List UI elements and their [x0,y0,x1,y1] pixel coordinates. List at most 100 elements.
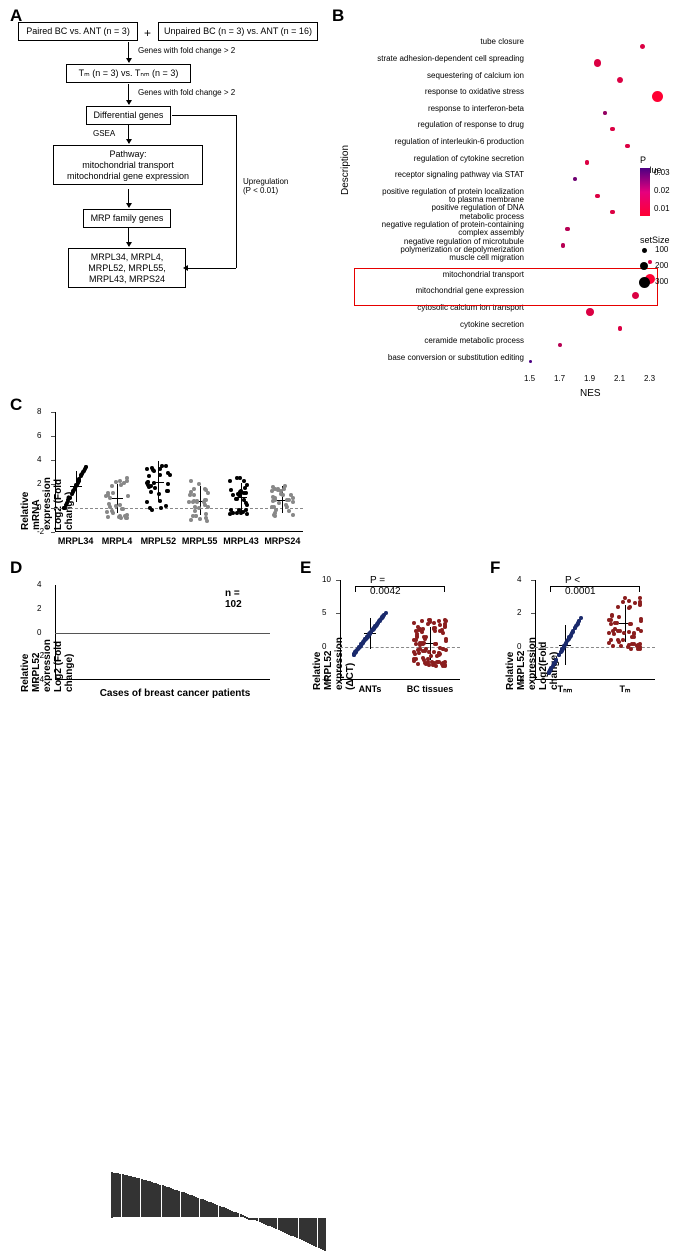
data-point [147,474,151,478]
b-category-label: ceramide metabolic process [354,337,524,345]
data-point [567,637,571,641]
data-point [285,498,289,502]
data-point [629,622,633,626]
data-point [434,642,438,646]
data-point [70,492,74,496]
label-fc1: Genes with fold change > 2 [138,46,235,55]
b-dot [561,243,565,247]
data-point [243,486,247,490]
ytick: 10 [322,575,331,584]
xcat-label: MRPL43 [220,536,261,546]
ytick: 0 [322,642,326,651]
b-xtick: 1.9 [584,374,595,383]
b-category-label: tube closure [354,38,524,46]
data-point [623,596,627,600]
b-category-label: regulation of cytokine secretion [354,155,524,163]
b-xtick: 1.7 [554,374,565,383]
panel-e-label: E [300,558,311,578]
b-highlight [354,268,658,305]
data-point [368,632,372,636]
data-point [270,505,274,509]
panel-c-label: C [10,395,22,415]
data-point [192,493,196,497]
data-point [242,498,246,502]
data-point [118,479,122,483]
data-point [188,493,192,497]
ytick: 4 [517,575,521,584]
data-point [636,627,640,631]
xcat-label: Tₙₘ [535,684,595,695]
pathway-title: Pathway: [58,149,198,160]
data-point [429,654,433,658]
pval-stop: 0.03 [654,168,670,177]
panel-d-label: D [10,558,22,578]
ytick: 6 [37,431,41,440]
pval-gradient [640,168,650,216]
b-category-label: positive regulation of DNA metabolic pro… [354,204,524,221]
arrow [128,228,129,246]
b-category-label: cytokine secretion [354,321,524,329]
f-pval: P < 0.0001 [565,575,596,597]
b-category-label: receptor signaling pathway via STAT [354,171,524,179]
b-category-label: regulation of response to drug [354,121,524,129]
box-diff: Differential genes [86,106,171,125]
size-stop-dot [642,248,647,253]
plus-sign: + [144,26,151,40]
data-point [289,493,293,497]
size-stop-label: 100 [655,245,668,254]
data-point [291,500,295,504]
ytick: -4 [37,675,44,684]
ytick: 2 [517,608,521,617]
b-dot [529,360,532,363]
panel-f-label: F [490,558,500,578]
xcat-label: ANTs [340,684,400,694]
label-gsea: GSEA [93,129,115,138]
data-point [438,652,442,656]
xcat-label: MRPL34 [55,536,96,546]
data-point [160,464,164,468]
data-point [157,492,161,496]
b-xtick: 2.3 [644,374,655,383]
data-point [277,501,281,505]
b-category-label: response to oxidative stress [354,88,524,96]
b-category-label: muscle cell migration [354,254,524,262]
data-point [166,482,170,486]
ytick: -2 [517,675,524,684]
data-point [239,489,243,493]
box-tm: Tₘ (n = 3) vs. Tₙₘ (n = 3) [66,64,191,83]
d-n-label: n = 102 [225,588,242,610]
line [186,268,236,269]
data-point [206,505,210,509]
pval-stop: 0.02 [654,186,670,195]
b-dot [640,44,645,49]
b-xlabel: NES [580,388,601,399]
pval-stop: 0.01 [654,204,670,213]
box-paired: Paired BC vs. ANT (n = 3) [18,22,138,41]
data-point [237,508,241,512]
size-stop-dot [639,277,650,288]
data-point [158,499,162,503]
arrow [128,189,129,207]
data-point [607,618,611,622]
data-point [617,615,621,619]
size-stop-dot [640,262,648,270]
b-dot [565,227,569,231]
ytick: -2 [37,651,44,660]
c-plot-area [55,412,303,532]
b-dot [652,91,663,102]
ytick: 4 [37,455,41,464]
b-xtick: 1.5 [524,374,535,383]
arrow [128,125,129,143]
data-point [168,473,172,477]
data-point [229,488,233,492]
ytick: 5 [322,608,326,617]
b-xtick: 2.1 [614,374,625,383]
pathway-l2: mitochondrial gene expression [58,171,198,182]
panel-b-label: B [332,6,344,26]
ytick: -5 [322,675,329,684]
data-point [197,482,201,486]
b-category-label: response to interferon-beta [354,105,524,113]
data-point [189,479,193,483]
data-point [630,642,634,646]
xcat-label: MRPL52 [138,536,179,546]
